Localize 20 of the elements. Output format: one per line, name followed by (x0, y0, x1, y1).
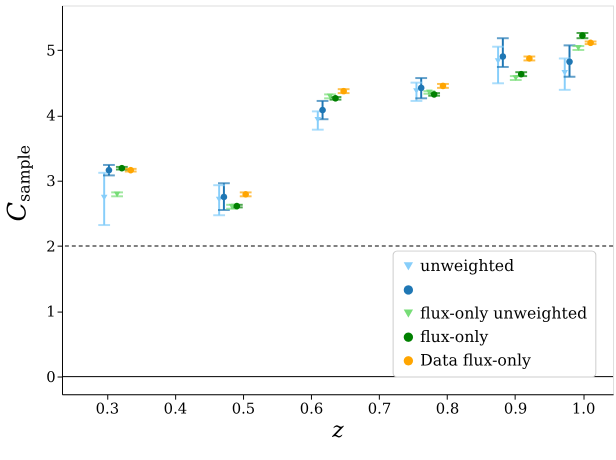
legend-label: flux-only (420, 327, 488, 346)
x-tick-label: 0.6 (300, 400, 324, 418)
legend-label: Data flux-only (420, 350, 532, 370)
x-tick-label: 0.7 (368, 400, 392, 418)
legend-label: unweighted (420, 256, 514, 276)
y-tick-label: 3 (46, 173, 56, 190)
legend-label: flux-only unweighted (420, 303, 588, 322)
y-tick-label: 1 (46, 304, 56, 321)
x-tick-label: 0.5 (232, 400, 256, 418)
y-tick-label: 4 (46, 108, 56, 125)
y-tick-label: 5 (46, 42, 56, 60)
x-tick-label: 0.4 (164, 400, 188, 418)
x-tick-label: 0.9 (504, 400, 528, 418)
y-tick-label: 0 (46, 369, 56, 386)
x-axis-title: z (331, 418, 344, 444)
x-tick-label: 1.0 (572, 400, 596, 418)
x-tick-label: 0.3 (96, 400, 120, 418)
y-axis-title: Csample (2, 145, 34, 222)
x-tick-label: 0.8 (436, 400, 460, 418)
y-tick-label: 2 (46, 238, 56, 256)
